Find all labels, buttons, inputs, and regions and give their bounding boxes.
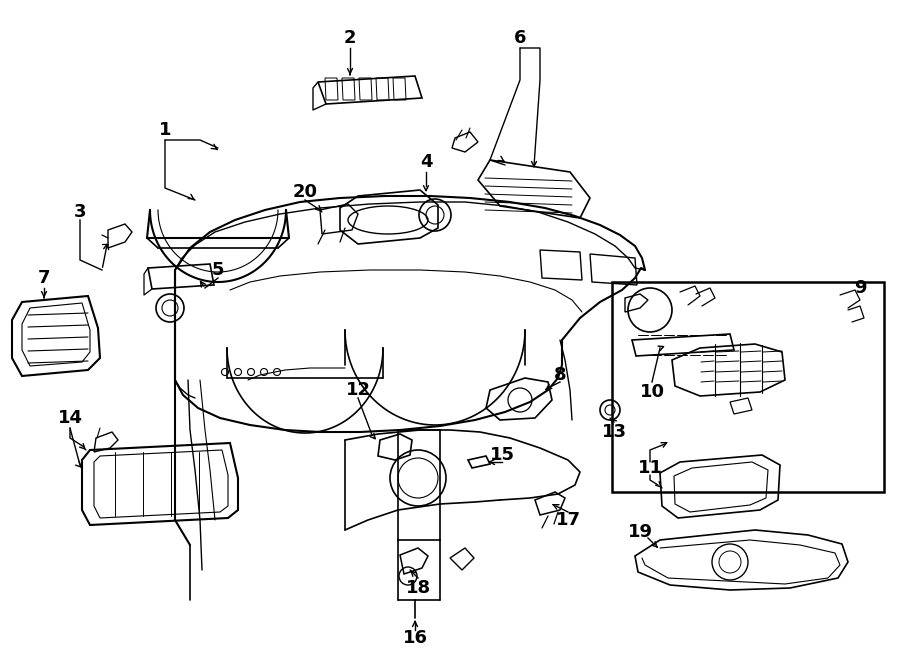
Text: 14: 14 bbox=[58, 409, 83, 427]
Text: 7: 7 bbox=[38, 269, 50, 287]
Text: 20: 20 bbox=[292, 183, 318, 201]
Text: 3: 3 bbox=[74, 203, 86, 221]
Text: 6: 6 bbox=[514, 29, 526, 47]
Text: 5: 5 bbox=[212, 261, 224, 279]
Text: 19: 19 bbox=[627, 523, 652, 541]
Text: 1: 1 bbox=[158, 121, 171, 139]
Text: 9: 9 bbox=[854, 279, 866, 297]
Bar bbox=[612, 282, 884, 492]
Text: 10: 10 bbox=[640, 383, 664, 401]
Text: 8: 8 bbox=[554, 366, 566, 384]
Text: 13: 13 bbox=[601, 423, 626, 441]
Text: 18: 18 bbox=[405, 579, 430, 597]
Text: 4: 4 bbox=[419, 153, 432, 171]
Text: 2: 2 bbox=[344, 29, 356, 47]
Text: 17: 17 bbox=[555, 511, 580, 529]
Text: 15: 15 bbox=[490, 446, 515, 464]
Text: 16: 16 bbox=[402, 629, 428, 647]
Text: 11: 11 bbox=[637, 459, 662, 477]
Text: 12: 12 bbox=[346, 381, 371, 399]
